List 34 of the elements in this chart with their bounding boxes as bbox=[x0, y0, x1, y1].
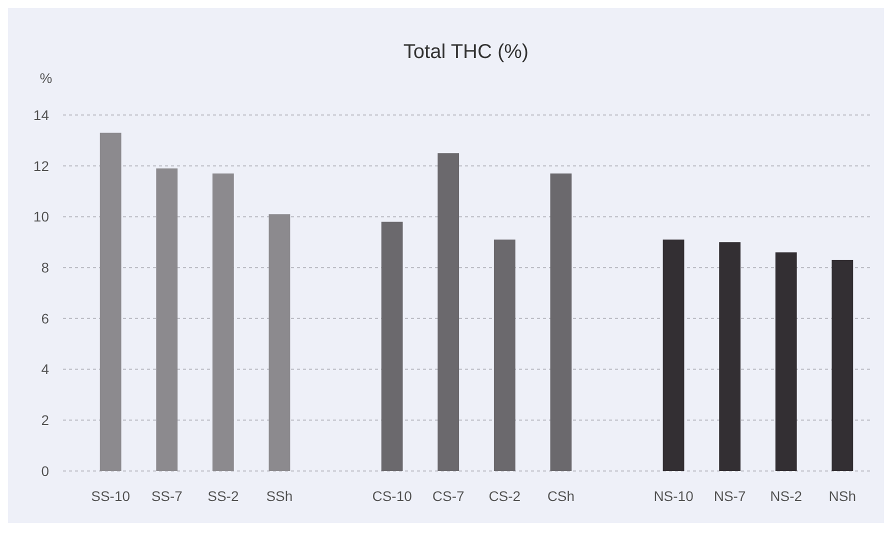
bar bbox=[381, 222, 403, 471]
x-tick-label: NS-10 bbox=[654, 488, 694, 504]
bar bbox=[438, 153, 460, 471]
bar bbox=[550, 173, 572, 471]
x-tick-label: SS-7 bbox=[151, 488, 183, 504]
y-tick-label: 14 bbox=[33, 106, 50, 123]
y-tick-label: 8 bbox=[41, 259, 50, 276]
bar bbox=[212, 173, 234, 471]
x-tick-label: NSh bbox=[828, 488, 856, 504]
y-tick-label: 12 bbox=[33, 158, 50, 174]
x-tick-label: NS-7 bbox=[714, 488, 746, 504]
bar bbox=[100, 132, 122, 471]
chart-title: Total THC (%) bbox=[403, 41, 529, 63]
bar bbox=[494, 240, 516, 471]
x-tick-label: SS-10 bbox=[91, 488, 130, 504]
y-tick-label: 10 bbox=[33, 208, 50, 225]
y-tick-label: 0 bbox=[41, 462, 50, 479]
y-tick-label: 4 bbox=[41, 361, 50, 378]
x-tick-label: CSh bbox=[547, 488, 575, 504]
x-tick-label: SS-2 bbox=[208, 488, 239, 504]
x-tick-label: CS-2 bbox=[488, 488, 521, 504]
x-tick-label: CS-7 bbox=[432, 488, 465, 504]
bar bbox=[775, 252, 797, 471]
bar bbox=[719, 242, 741, 471]
y-axis-title: % bbox=[40, 70, 52, 86]
x-tick-label: CS-10 bbox=[372, 488, 412, 504]
bar bbox=[662, 240, 684, 471]
y-tick-label: 6 bbox=[41, 310, 50, 326]
bar bbox=[268, 214, 290, 471]
x-tick-label: NS-2 bbox=[770, 488, 802, 504]
x-tick-label: SSh bbox=[266, 488, 293, 504]
y-tick-label: 2 bbox=[41, 412, 50, 428]
bar bbox=[832, 260, 854, 471]
bar bbox=[156, 168, 178, 471]
